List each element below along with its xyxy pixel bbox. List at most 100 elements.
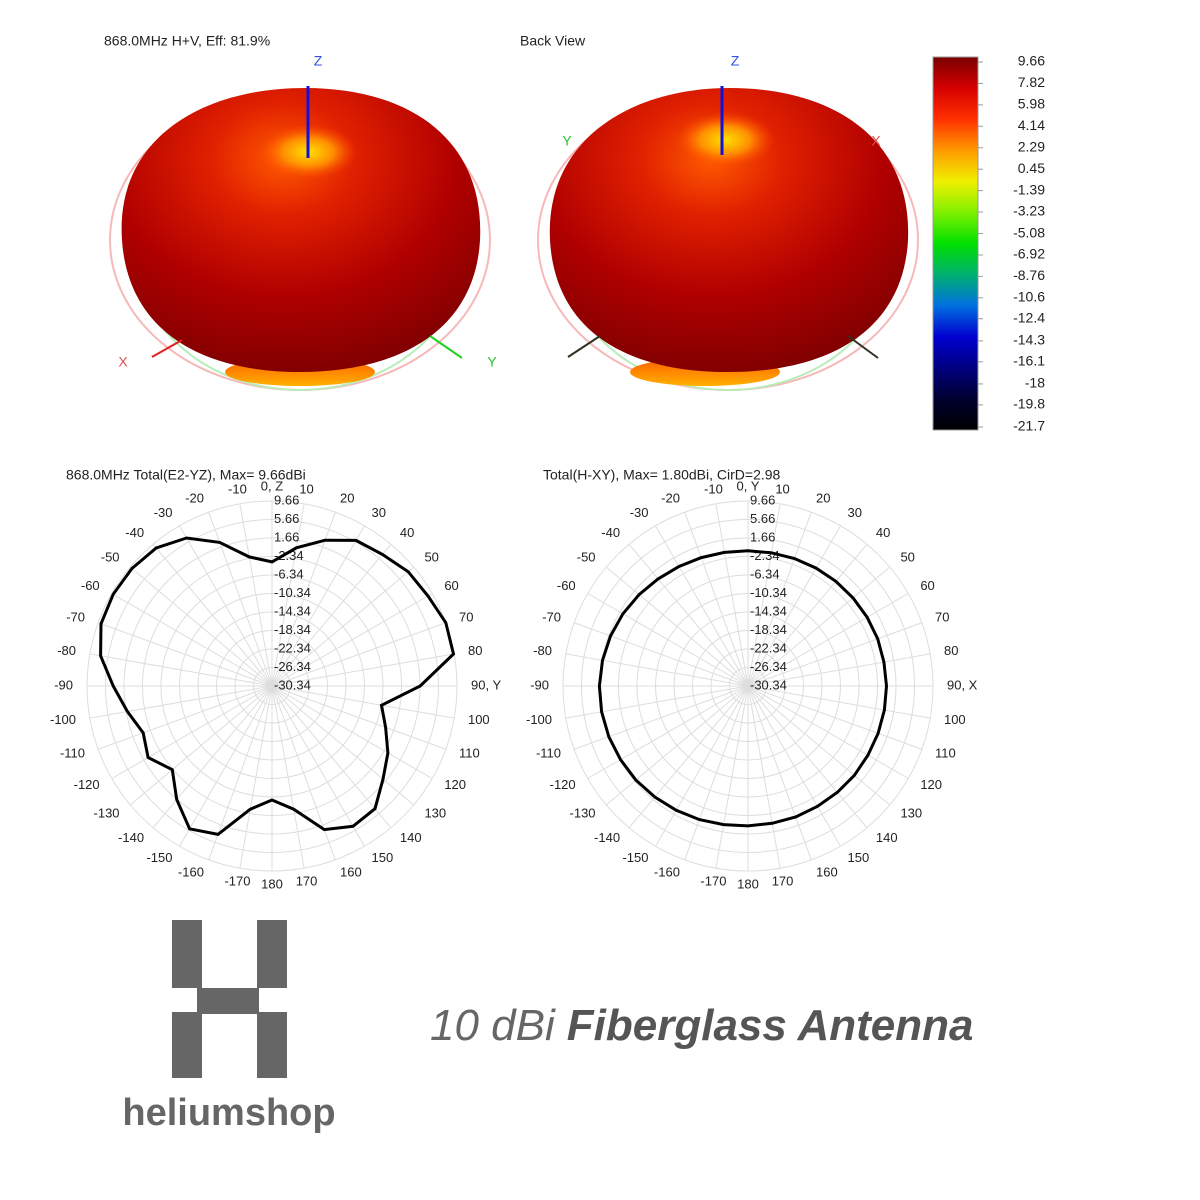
theta-tick-label: 0, Y — [737, 478, 760, 493]
polar-chart: Total(H-XY), Max= 1.80dBi, CirD=2.980, Y… — [526, 467, 978, 892]
theta-tick-label: -150 — [622, 850, 648, 865]
logo-block — [257, 1012, 287, 1078]
theta-tick-label: -80 — [533, 643, 552, 658]
axis-label: Y — [487, 354, 497, 370]
theta-tick-label: 60 — [920, 578, 934, 593]
ring — [581, 519, 915, 853]
ring — [710, 648, 786, 724]
theta-tick-label: 100 — [468, 712, 490, 727]
r-tick-label: -2.34 — [274, 548, 304, 563]
colorbar-label: 7.82 — [1018, 74, 1045, 90]
theta-tick-label: 20 — [816, 490, 830, 505]
theta-tick-label: -100 — [50, 712, 76, 727]
r-tick-label: 9.66 — [274, 492, 299, 507]
theta-tick-label: 180 — [261, 876, 283, 891]
theta-tick-label: -140 — [594, 830, 620, 845]
theta-tick-label: 20 — [340, 490, 354, 505]
ring — [86, 500, 458, 872]
r-tick-label: -22.34 — [274, 640, 311, 655]
colorbar-label: -5.08 — [1013, 224, 1045, 240]
r-tick-label: -30.34 — [750, 677, 787, 692]
colorbar-label: 2.29 — [1018, 138, 1045, 154]
ring — [142, 556, 402, 816]
theta-tick-label: -170 — [224, 873, 250, 888]
view-front: 868.0MHz H+V, Eff: 81.9% Z X Y — [104, 33, 497, 391]
axis-label: Y — [562, 133, 572, 149]
r-tick-label: -26.34 — [274, 659, 311, 674]
colorbar-label: -3.23 — [1013, 203, 1045, 219]
r-tick-label: -6.34 — [750, 566, 780, 581]
theta-tick-label: 150 — [372, 850, 394, 865]
theta-tick-label: 110 — [459, 745, 480, 760]
pattern-surface — [549, 88, 909, 372]
r-tick-label: -26.34 — [750, 659, 787, 674]
r-tick-label: -14.34 — [274, 603, 311, 618]
theta-tick-label: 130 — [900, 805, 922, 820]
pattern-line — [597, 549, 889, 828]
ring — [655, 593, 841, 779]
ring — [692, 630, 804, 742]
view-back: Back View Z X Y — [520, 33, 919, 391]
axis-label: Z — [731, 53, 740, 69]
r-tick-label: -30.34 — [274, 677, 311, 692]
colorbar — [932, 56, 979, 431]
colorbar-label: 4.14 — [1018, 117, 1045, 133]
colorbar-label: 5.98 — [1018, 96, 1045, 112]
r-tick-label: -6.34 — [274, 566, 304, 581]
theta-tick-label: -50 — [101, 550, 120, 565]
theta-tick-label: 120 — [444, 777, 466, 792]
colorbar-label: -6.92 — [1013, 246, 1045, 262]
theta-tick-label: -150 — [146, 850, 172, 865]
theta-tick-label: -10 — [704, 481, 723, 496]
theta-tick-label: -50 — [577, 550, 596, 565]
theta-tick-label: -100 — [526, 712, 552, 727]
ring — [234, 648, 310, 724]
r-tick-label: -10.34 — [750, 585, 787, 600]
spot — [675, 112, 775, 168]
colorbar-label: -8.76 — [1013, 267, 1045, 283]
ring — [253, 667, 291, 705]
theta-tick-label: 150 — [848, 850, 870, 865]
theta-tick-label: -90 — [54, 677, 73, 692]
chart-title: 868.0MHz Total(E2-YZ), Max= 9.66dBi — [66, 467, 306, 483]
theta-tick-label: -70 — [66, 609, 85, 624]
ring — [636, 574, 860, 798]
colorbar-label: -1.39 — [1013, 181, 1045, 197]
theta-tick-label: 70 — [935, 609, 949, 624]
colorbar-label: -12.4 — [1013, 309, 1045, 325]
colorbar-label: 9.66 — [1018, 53, 1045, 69]
theta-tick-label: -30 — [630, 505, 649, 520]
theta-tick-label: -130 — [94, 805, 120, 820]
logo — [172, 920, 287, 1078]
colorbar-label: -16.1 — [1013, 353, 1045, 369]
theta-tick-label: 90, Y — [471, 677, 501, 692]
r-tick-label: -18.34 — [274, 622, 311, 637]
r-tick-label: -14.34 — [750, 603, 787, 618]
view-title: 868.0MHz H+V, Eff: 81.9% — [104, 33, 270, 49]
tagline-bold: Fiberglass Antenna — [567, 1001, 974, 1050]
theta-tick-label: -160 — [178, 864, 204, 879]
theta-tick-label: -40 — [601, 525, 620, 540]
theta-tick-label: -30 — [154, 505, 173, 520]
view-title: Back View — [520, 33, 586, 49]
colorbar-label: -19.8 — [1013, 396, 1045, 412]
theta-tick-label: -20 — [661, 490, 680, 505]
theta-tick-label: -70 — [542, 609, 561, 624]
ring — [105, 519, 439, 853]
theta-tick-label: 40 — [876, 525, 890, 540]
theta-tick-label: 140 — [876, 830, 898, 845]
ring — [216, 630, 328, 742]
theta-tick-label: 120 — [920, 777, 942, 792]
r-tick-label: 5.66 — [274, 511, 299, 526]
tagline-light: 10 dBi — [430, 1001, 556, 1050]
r-tick-label: 1.66 — [750, 529, 775, 544]
tagline: 10 dBi Fiberglass Antenna — [430, 1001, 973, 1050]
theta-tick-label: 50 — [900, 550, 914, 565]
theta-tick-label: 90, X — [947, 677, 978, 692]
x-axis — [567, 335, 601, 358]
theta-tick-label: 140 — [400, 830, 422, 845]
theta-tick-label: -20 — [185, 490, 204, 505]
ring — [197, 611, 347, 761]
r-tick-label: -18.34 — [750, 622, 787, 637]
